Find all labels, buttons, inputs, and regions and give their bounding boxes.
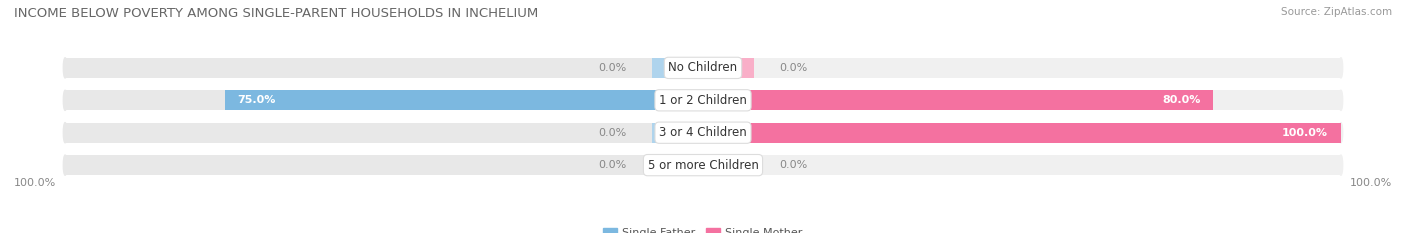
Bar — [65, 123, 703, 143]
Text: 0.0%: 0.0% — [598, 160, 627, 170]
Ellipse shape — [1339, 123, 1343, 143]
Text: 0.0%: 0.0% — [598, 128, 627, 138]
Text: 3 or 4 Children: 3 or 4 Children — [659, 126, 747, 139]
Text: 100.0%: 100.0% — [14, 178, 56, 188]
Text: No Children: No Children — [668, 61, 738, 74]
Ellipse shape — [63, 155, 67, 175]
Text: 100.0%: 100.0% — [1350, 178, 1392, 188]
Bar — [703, 155, 754, 175]
Ellipse shape — [63, 123, 67, 143]
Bar — [65, 155, 703, 175]
Text: 5 or more Children: 5 or more Children — [648, 159, 758, 172]
Bar — [703, 90, 1341, 110]
Ellipse shape — [63, 58, 67, 78]
Bar — [703, 90, 1213, 110]
Text: INCOME BELOW POVERTY AMONG SINGLE-PARENT HOUSEHOLDS IN INCHELIUM: INCOME BELOW POVERTY AMONG SINGLE-PARENT… — [14, 7, 538, 20]
Ellipse shape — [1339, 155, 1343, 175]
Ellipse shape — [1339, 58, 1343, 78]
Bar — [65, 90, 703, 110]
Bar — [652, 58, 703, 78]
Text: Source: ZipAtlas.com: Source: ZipAtlas.com — [1281, 7, 1392, 17]
Text: 0.0%: 0.0% — [779, 63, 808, 73]
Bar — [703, 58, 1341, 78]
Text: 75.0%: 75.0% — [238, 95, 276, 105]
Text: 1 or 2 Children: 1 or 2 Children — [659, 94, 747, 107]
Bar — [225, 90, 703, 110]
Bar — [703, 155, 1341, 175]
Ellipse shape — [63, 90, 67, 110]
Text: 80.0%: 80.0% — [1163, 95, 1201, 105]
Legend: Single Father, Single Mother: Single Father, Single Mother — [599, 223, 807, 233]
Bar — [652, 155, 703, 175]
Text: 0.0%: 0.0% — [598, 63, 627, 73]
Bar — [652, 123, 703, 143]
Ellipse shape — [1339, 90, 1343, 110]
Text: 0.0%: 0.0% — [779, 160, 808, 170]
Bar — [703, 123, 1341, 143]
Text: 100.0%: 100.0% — [1282, 128, 1329, 138]
Bar — [703, 58, 754, 78]
Bar — [703, 123, 1341, 143]
Bar — [65, 58, 703, 78]
